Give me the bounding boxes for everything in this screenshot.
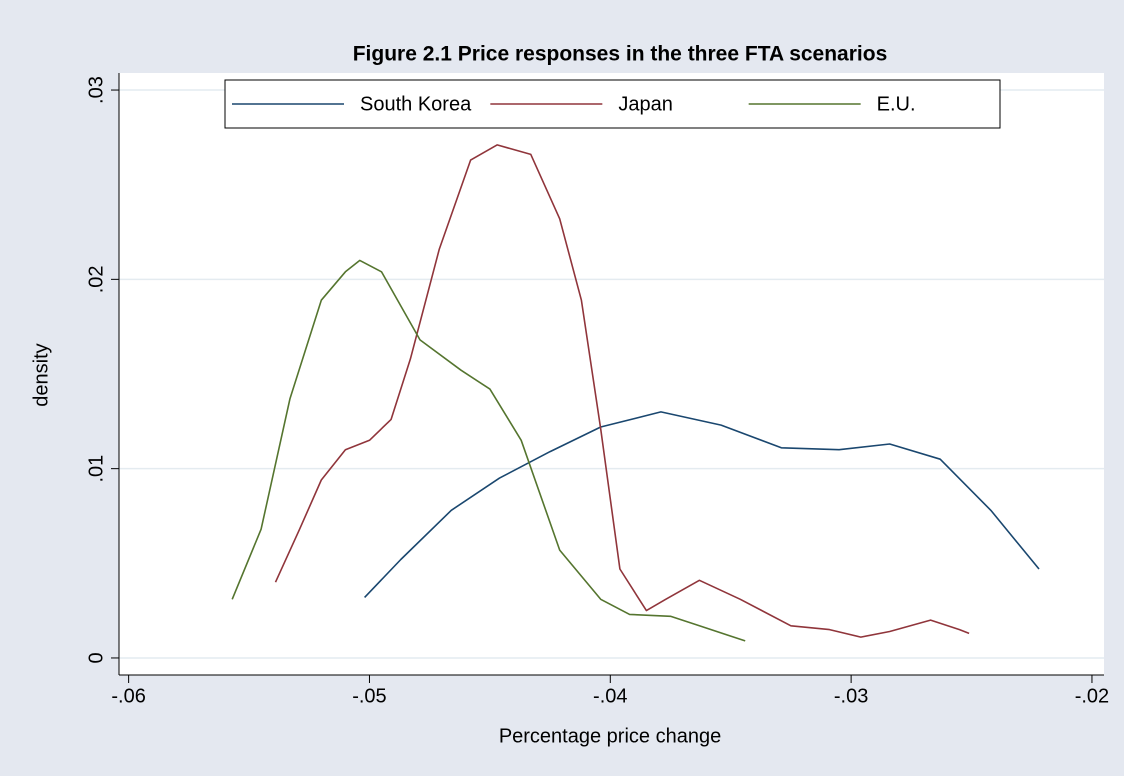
line-series bbox=[274, 144, 970, 638]
x-axis-label: Percentage price change bbox=[499, 725, 721, 747]
x-tick-label: -.05 bbox=[352, 685, 386, 707]
y-tick-label: .03 bbox=[85, 76, 107, 104]
legend-label: Japan bbox=[618, 93, 673, 115]
legend-label: E.U. bbox=[877, 93, 916, 115]
plot-area bbox=[119, 73, 1104, 675]
y-tick-label: .02 bbox=[85, 265, 107, 293]
x-tick-label: -.06 bbox=[111, 685, 145, 707]
x-tick-label: -.04 bbox=[593, 685, 627, 707]
line-series bbox=[364, 411, 1040, 598]
y-axis-label: density bbox=[30, 343, 52, 406]
y-tick-label: 0 bbox=[85, 652, 107, 663]
legend-label: South Korea bbox=[360, 93, 472, 115]
y-tick-label: .01 bbox=[85, 455, 107, 483]
legend-box bbox=[224, 79, 1001, 129]
line-series bbox=[231, 259, 746, 642]
chart-title: Figure 2.1 Price responses in the three … bbox=[353, 43, 888, 66]
x-tick-label: -.03 bbox=[834, 685, 868, 707]
x-tick-label: -.02 bbox=[1075, 685, 1109, 707]
